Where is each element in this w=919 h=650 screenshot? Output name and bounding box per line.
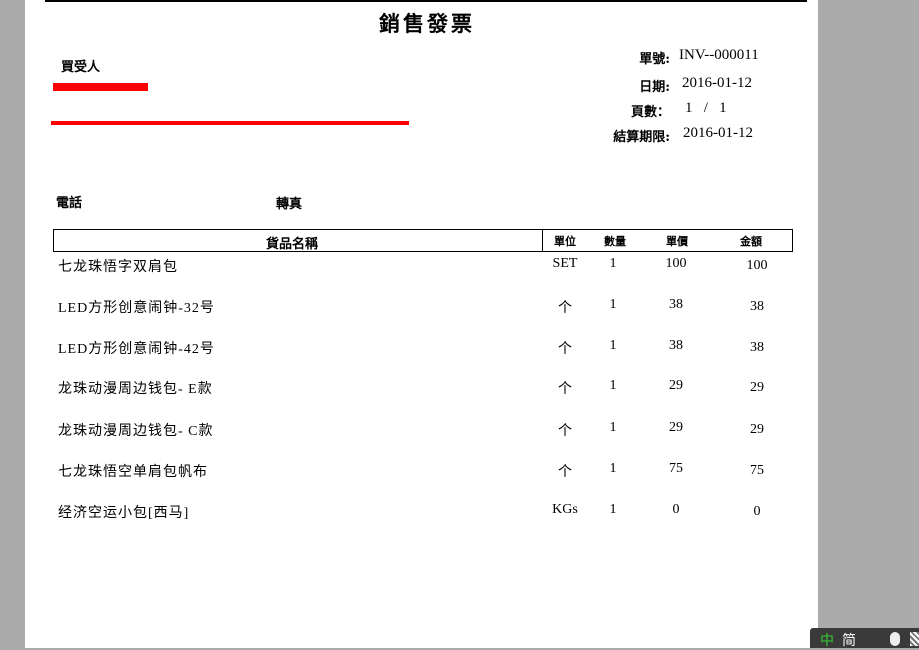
cell-quantity: 1 — [609, 461, 617, 476]
meta-label-date: 日期: — [639, 80, 670, 95]
cell-item-name: 经济空运小包[西马] — [58, 506, 190, 521]
table-row: 龙珠动漫周边钱包- E款 个 1 29 29 — [25, 378, 818, 398]
ime-mode-chinese[interactable]: 中 — [820, 633, 834, 649]
cell-unit-price: 38 — [669, 297, 683, 312]
top-rule — [45, 0, 807, 2]
cell-item-name: LED方形创意闹钟-32号 — [58, 301, 215, 316]
cell-unit: 个 — [558, 424, 572, 439]
meta-label-due: 結算期限: — [613, 130, 670, 145]
meta-label-number: 單號: — [639, 52, 670, 67]
cell-quantity: 1 — [609, 378, 617, 393]
cell-amount: 100 — [746, 258, 768, 273]
cell-quantity: 1 — [609, 256, 617, 271]
table-row: LED方形创意闹钟-42号 个 1 38 38 — [25, 338, 818, 358]
cell-unit-price: 100 — [665, 256, 687, 271]
table-row: 龙珠动漫周边钱包- C款 个 1 29 29 — [25, 420, 818, 440]
moon-icon[interactable] — [890, 632, 900, 646]
cell-quantity: 1 — [609, 297, 617, 312]
fax-label: 轉真 — [276, 197, 303, 212]
meta-value-pages: 1 / 1 — [685, 100, 727, 116]
cell-amount: 0 — [753, 504, 761, 519]
cell-amount: 75 — [750, 463, 764, 478]
cell-unit: KGs — [552, 502, 578, 517]
redaction-address — [51, 121, 409, 125]
header-unit: 單位 — [554, 235, 576, 248]
cell-item-name: 龙珠动漫周边钱包- E款 — [58, 382, 213, 397]
header-unit-price: 單價 — [666, 235, 688, 248]
ime-toolbar[interactable]: 中 简 — [810, 628, 919, 649]
cell-unit-price: 75 — [669, 461, 683, 476]
cell-quantity: 1 — [609, 502, 617, 517]
cell-unit-price: 29 — [669, 378, 683, 393]
cell-unit: 个 — [558, 382, 572, 397]
cell-unit-price: 38 — [669, 338, 683, 353]
meta-value-date: 2016-01-12 — [682, 75, 752, 91]
cell-item-name: 七龙珠悟字双肩包 — [58, 260, 178, 275]
cell-unit: 个 — [558, 342, 572, 357]
table-row: 七龙珠悟空单肩包帆布 个 1 75 75 — [25, 461, 818, 481]
table-header: 貨品名稱 單位 數量 單價 金額 — [53, 229, 793, 252]
table-row: 七龙珠悟字双肩包 SET 1 100 100 — [25, 256, 818, 276]
table-row: LED方形创意闹钟-32号 个 1 38 38 — [25, 297, 818, 317]
cell-amount: 29 — [750, 422, 764, 437]
cell-unit-price: 29 — [669, 420, 683, 435]
phone-label: 電話 — [56, 196, 83, 211]
cell-item-name: 龙珠动漫周边钱包- C款 — [58, 424, 214, 439]
meta-value-due: 2016-01-12 — [683, 125, 753, 141]
invoice-title: 銷售發票 — [379, 11, 475, 36]
redaction-buyer-name — [53, 83, 148, 91]
meta-value-number: INV--000011 — [679, 47, 759, 63]
cell-unit: 个 — [558, 465, 572, 480]
cell-amount: 29 — [750, 380, 764, 395]
invoice-page: 銷售發票 買受人 單號: INV--000011 日期: 2016-01-12 … — [25, 0, 818, 648]
cell-unit: 个 — [558, 301, 572, 316]
meta-label-pages: 頁數： — [630, 105, 670, 120]
header-item-name: 貨品名稱 — [266, 237, 319, 252]
cell-unit: SET — [552, 256, 578, 271]
header-amount: 金額 — [740, 235, 762, 248]
cell-item-name: LED方形创意闹钟-42号 — [58, 342, 215, 357]
cell-item-name: 七龙珠悟空单肩包帆布 — [58, 465, 208, 480]
header-quantity: 數量 — [604, 235, 626, 248]
cell-quantity: 1 — [609, 338, 617, 353]
keyboard-icon[interactable] — [910, 632, 919, 646]
cell-unit-price: 0 — [672, 502, 680, 517]
table-row: 经济空运小包[西马] KGs 1 0 0 — [25, 502, 818, 522]
cell-quantity: 1 — [609, 420, 617, 435]
buyer-label: 買受人 — [61, 60, 101, 75]
cell-amount: 38 — [750, 299, 764, 314]
ime-simplified[interactable]: 简 — [842, 633, 856, 649]
cell-amount: 38 — [750, 340, 764, 355]
